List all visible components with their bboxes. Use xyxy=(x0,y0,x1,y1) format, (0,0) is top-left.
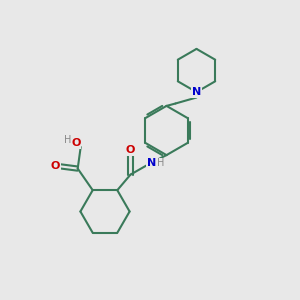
Text: O: O xyxy=(51,161,60,171)
Text: N: N xyxy=(147,158,156,168)
Text: H: H xyxy=(158,158,165,168)
Text: O: O xyxy=(71,138,81,148)
Text: O: O xyxy=(126,145,135,155)
Text: N: N xyxy=(192,87,201,97)
Text: H: H xyxy=(64,135,72,146)
